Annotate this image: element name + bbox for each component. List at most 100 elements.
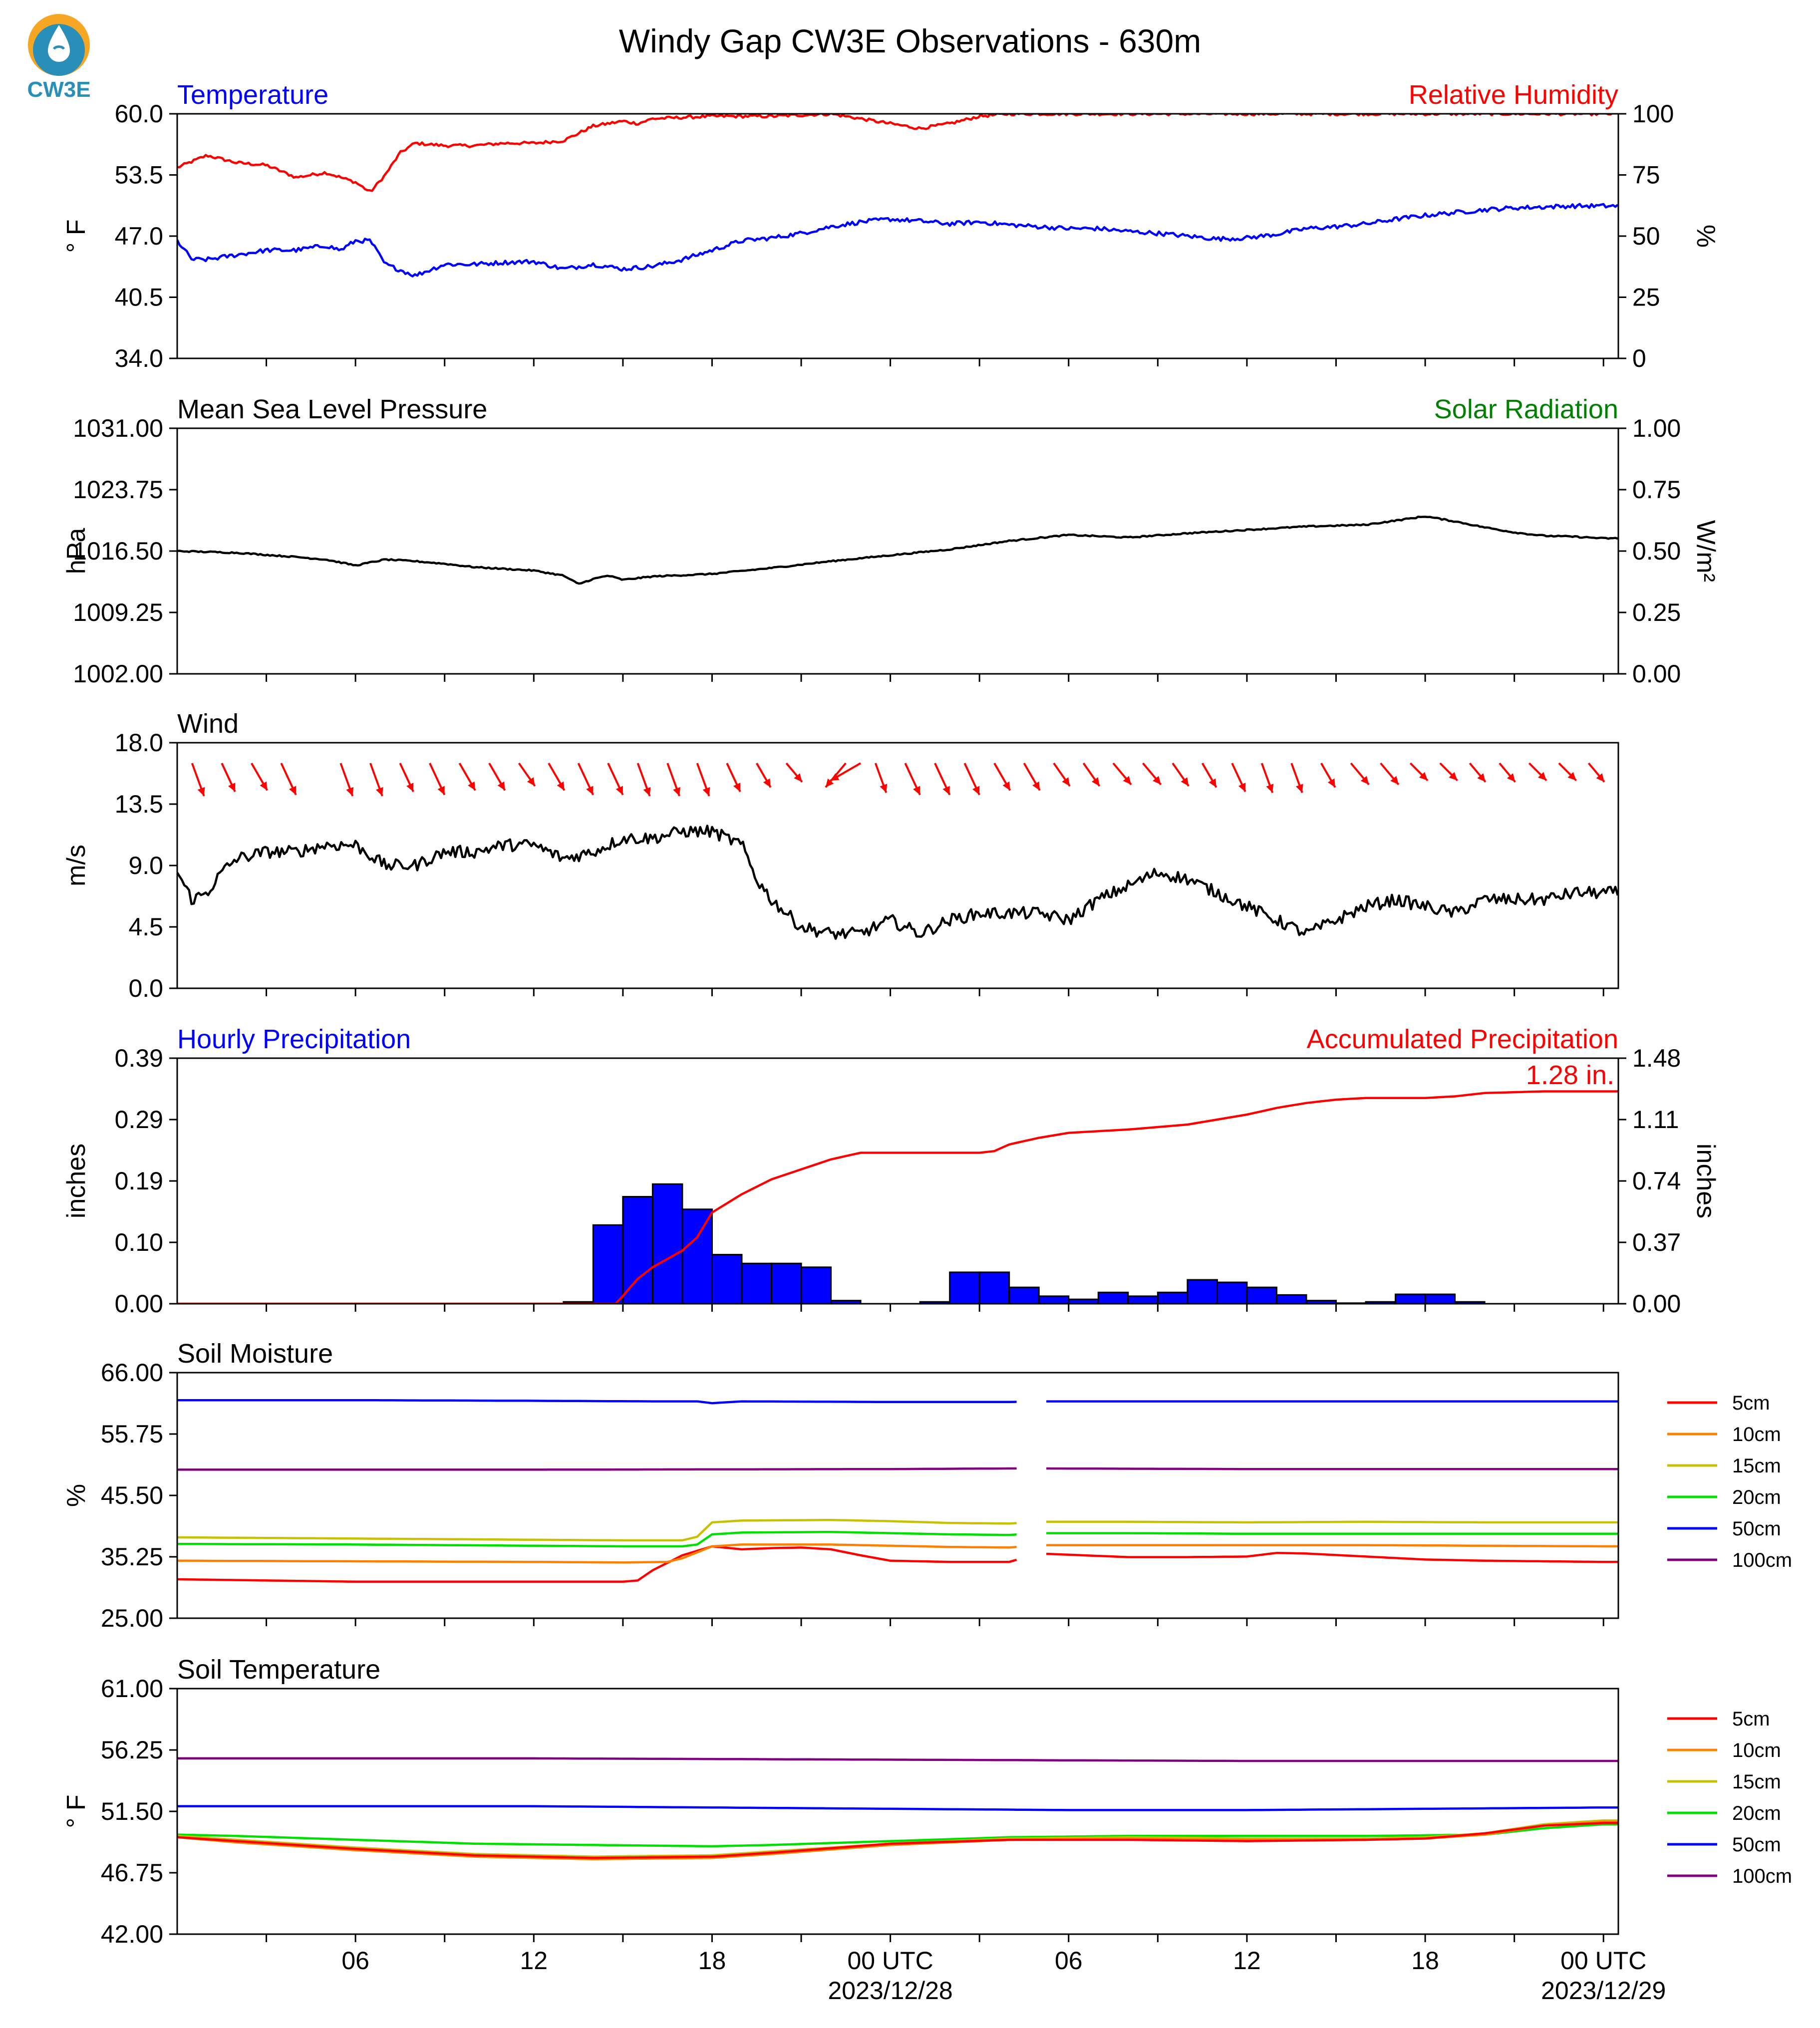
- y-tick-label-left: 45.50: [101, 1481, 163, 1509]
- legend: 5cm 10cm 15cm 20cm 50cm 100cm: [1667, 1708, 1792, 1887]
- y-tick-label-left: 1016.50: [73, 537, 163, 565]
- series-line-100cm: [177, 1757, 1618, 1762]
- panel-title-right: Accumulated Precipitation: [1307, 1024, 1618, 1054]
- wind-arrow-head: [1477, 773, 1486, 782]
- y-tick-label-right: 50: [1632, 222, 1660, 250]
- panel-title-left: Soil Moisture: [177, 1339, 333, 1369]
- series-line-50cm: [177, 1399, 1618, 1405]
- precip-bar: [1038, 1295, 1070, 1304]
- panel-title-left: Hourly Precipitation: [177, 1024, 411, 1054]
- wind-arrow-head: [763, 778, 771, 788]
- axes-frame: [176, 1688, 1619, 1935]
- panel-title-right: Relative Humidity: [1409, 80, 1618, 110]
- legend-label: 10cm: [1732, 1739, 1781, 1761]
- legend-label: 50cm: [1732, 1518, 1781, 1540]
- legend-label: 15cm: [1732, 1771, 1781, 1793]
- wind-arrow-head: [289, 786, 297, 795]
- series-line: [177, 1090, 1618, 1304]
- panel-title-left: Mean Sea Level Pressure: [177, 394, 487, 424]
- precip-bar: [741, 1262, 773, 1304]
- y-axis-label-right: inches: [1691, 1144, 1720, 1218]
- cw3e-logo: CW3E: [27, 14, 91, 102]
- y-tick-label-left: 0.00: [115, 1290, 163, 1318]
- legend-label: 20cm: [1732, 1486, 1781, 1508]
- series-line-100cm: [177, 1467, 1618, 1471]
- x-tick-label: 18: [1411, 1947, 1439, 1975]
- y-tick-label-left: 35.25: [101, 1543, 163, 1571]
- wind-arrow-head: [880, 784, 888, 793]
- precip-bar: [592, 1224, 624, 1304]
- wind-arrow-head: [1238, 783, 1246, 792]
- x-tick-label: 06: [1055, 1947, 1083, 1975]
- y-tick-label-right: 0: [1632, 344, 1646, 372]
- y-tick-label-right: 0.37: [1632, 1228, 1681, 1256]
- x-tick-label: 18: [698, 1947, 726, 1975]
- wind-arrow-head: [497, 781, 505, 791]
- precip-bar: [651, 1183, 683, 1304]
- precip-bar: [949, 1271, 980, 1304]
- wind-arrow-head: [825, 778, 834, 788]
- series-line-15cm: [177, 1518, 1618, 1542]
- wind-arrow-head: [228, 783, 236, 792]
- axes-frame: [176, 742, 1619, 989]
- panel-title-left: Soil Temperature: [177, 1655, 380, 1685]
- precip-bar: [1008, 1286, 1040, 1304]
- y-tick-label-left: 0.29: [115, 1106, 163, 1134]
- plot-area: [177, 762, 1618, 940]
- wind-arrow-head: [586, 786, 594, 795]
- y-tick-label-left: 1031.00: [73, 414, 163, 442]
- precip-bar: [771, 1262, 802, 1304]
- wind-arrow-head: [1153, 776, 1161, 785]
- wind-arrow-head: [830, 773, 840, 781]
- y-axis-label-right: %: [1691, 225, 1720, 248]
- wind-arrow-head: [260, 781, 268, 791]
- precip-bar: [1127, 1295, 1159, 1304]
- wind-arrow-head: [1002, 781, 1010, 791]
- wind-arrow-head: [1419, 772, 1428, 781]
- y-tick-label-left: 34.0: [115, 344, 163, 372]
- axes-frame: [176, 113, 1619, 359]
- y-tick-label-left: 1023.75: [73, 476, 163, 504]
- y-tick-label-left: 60.0: [115, 100, 163, 128]
- legend-label: 15cm: [1732, 1455, 1781, 1477]
- x-tick-label: 12: [520, 1947, 548, 1975]
- wind-arrow-head: [1327, 778, 1335, 788]
- legend-label: 100cm: [1732, 1865, 1792, 1887]
- legend-label: 100cm: [1732, 1549, 1792, 1571]
- wind-arrow-head: [1538, 772, 1547, 781]
- y-tick-label-left: 66.00: [101, 1359, 163, 1387]
- x-tick-date-label: 2023/12/28: [828, 1977, 952, 2005]
- plot-area: [177, 1399, 1618, 1583]
- precip-bar: [711, 1254, 743, 1304]
- legend-label: 20cm: [1732, 1802, 1781, 1824]
- y-tick-label-left: 0.10: [115, 1228, 163, 1256]
- y-tick-label-left: 61.00: [101, 1675, 163, 1703]
- y-tick-label-right: 1.48: [1632, 1044, 1681, 1072]
- logo-text: CW3E: [27, 77, 90, 102]
- y-tick-label-left: 42.00: [101, 1920, 163, 1948]
- precip-bar: [681, 1208, 713, 1304]
- y-axis-label-left: %: [62, 1484, 91, 1507]
- y-tick-label-left: 13.5: [115, 790, 163, 818]
- panel-title-left: Temperature: [177, 80, 328, 110]
- y-tick-label-right: 1.00: [1632, 414, 1681, 442]
- plot-area: [177, 114, 1618, 278]
- wind-arrow-head: [468, 781, 475, 791]
- wind-arrow-head: [437, 786, 445, 795]
- x-tick-label: 12: [1233, 1947, 1261, 1975]
- wind-arrow-head: [913, 786, 920, 795]
- y-tick-label-left: 53.5: [115, 161, 163, 189]
- x-tick-label: 00 UTC: [1560, 1947, 1646, 1975]
- wind-arrow-head: [733, 783, 741, 792]
- y-tick-label-right: 100: [1632, 100, 1674, 128]
- wind-arrow-head: [1390, 776, 1399, 785]
- y-axis-label-left: hPa: [62, 528, 91, 575]
- legend-label: 5cm: [1732, 1708, 1770, 1730]
- wind-arrow-head: [1596, 773, 1604, 782]
- precip-bar: [800, 1266, 832, 1304]
- wind-arrow-head: [673, 787, 680, 796]
- series-line-5cm: [177, 1822, 1618, 1859]
- precip-bar: [1157, 1291, 1189, 1304]
- figure-title: Windy Gap CW3E Observations - 630m: [619, 22, 1201, 59]
